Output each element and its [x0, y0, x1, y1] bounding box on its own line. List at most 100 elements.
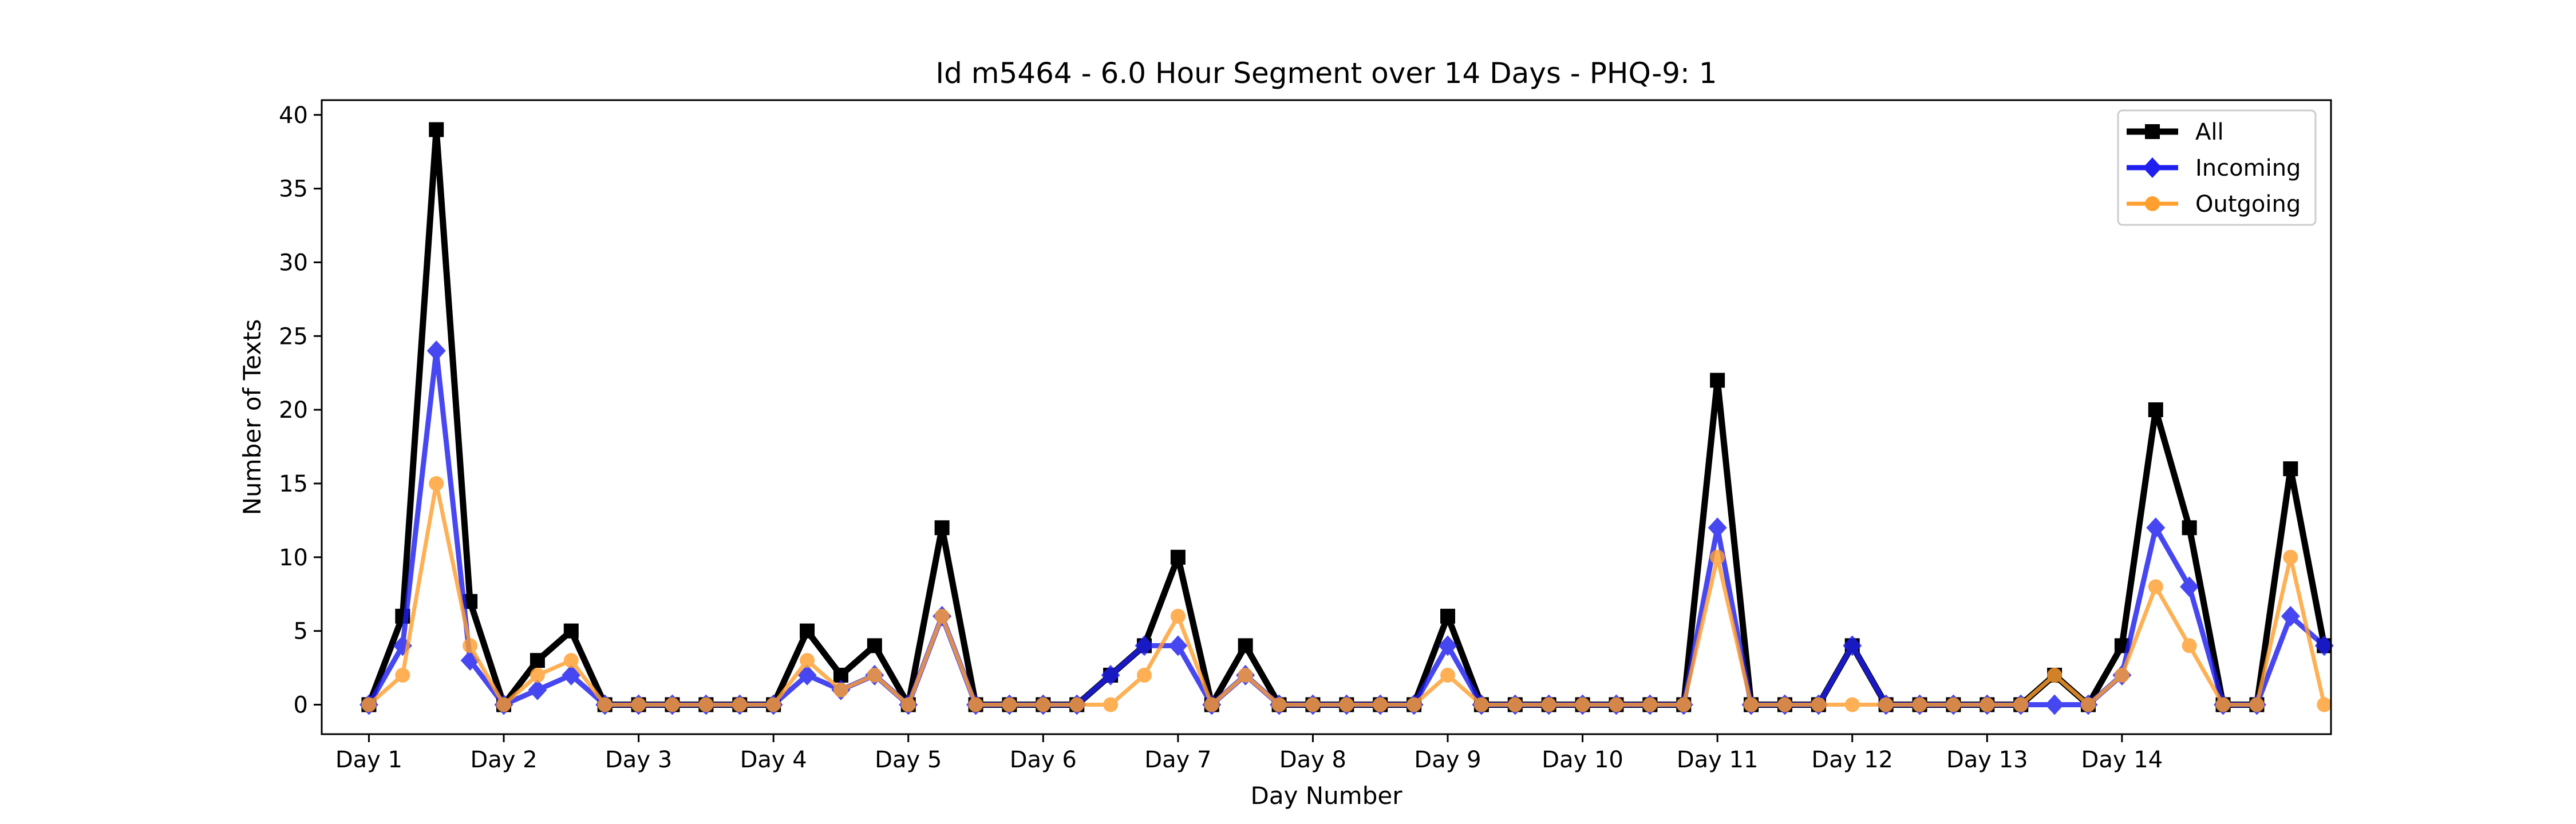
data-point-outgoing	[1710, 549, 1725, 565]
data-point-outgoing	[1339, 697, 1354, 712]
data-point-all	[1710, 373, 1725, 388]
y-tick-label: 5	[294, 619, 308, 645]
series-line-incoming	[366, 348, 2326, 707]
data-point-outgoing	[1271, 697, 1287, 712]
data-point-all	[934, 520, 950, 536]
legend-label: Incoming	[2195, 155, 2301, 181]
data-point-outgoing	[1305, 697, 1321, 712]
data-point-outgoing	[1069, 697, 1085, 712]
x-axis-label: Day Number	[1250, 782, 1402, 810]
series-line-outgoing	[368, 481, 2326, 707]
data-point-outgoing	[1980, 697, 1995, 712]
data-point-outgoing	[2148, 579, 2163, 595]
x-tick-label: Day 1	[335, 747, 402, 773]
data-point-outgoing	[1609, 697, 1624, 712]
data-point-all	[2148, 402, 2163, 418]
data-point-outgoing	[934, 608, 950, 624]
data-point-outgoing	[2047, 667, 2063, 683]
data-point-outgoing	[1473, 697, 1489, 712]
legend-item-all: All	[2127, 119, 2224, 145]
series-line-all	[366, 126, 2328, 708]
data-point-incoming	[797, 664, 817, 686]
x-tick-label: Day 3	[605, 747, 672, 773]
x-tick-label: Day 13	[1946, 747, 2028, 773]
data-point-outgoing	[968, 697, 983, 712]
series-outgoing	[361, 476, 2332, 712]
data-point-all	[2283, 461, 2298, 477]
data-point-all	[800, 623, 815, 639]
data-point-outgoing	[1676, 697, 1692, 712]
data-point-all	[1238, 638, 1253, 653]
data-point-outgoing	[463, 638, 478, 653]
data-point-outgoing	[2249, 697, 2265, 712]
data-point-outgoing	[698, 697, 714, 712]
x-tick-label: Day 11	[1677, 747, 1759, 773]
y-tick-label: 0	[294, 692, 308, 718]
data-point-outgoing	[1002, 697, 1017, 712]
data-point-outgoing	[2013, 697, 2029, 712]
legend-label: Outgoing	[2195, 191, 2301, 217]
y-tick-label: 35	[279, 176, 308, 203]
data-point-outgoing	[2317, 697, 2332, 712]
legend-marker	[2145, 196, 2160, 211]
legend: All Incoming Outgoing	[2117, 109, 2317, 226]
data-point-outgoing	[597, 697, 613, 712]
data-point-incoming	[2281, 605, 2300, 627]
data-point-outgoing	[766, 697, 781, 712]
data-point-outgoing	[496, 697, 512, 712]
data-point-outgoing	[1507, 697, 1523, 712]
data-point-outgoing	[1103, 697, 1119, 712]
data-point-outgoing	[631, 697, 646, 712]
data-point-outgoing	[1575, 697, 1590, 712]
x-tick-label: Day 6	[1010, 747, 1077, 773]
data-point-incoming	[2045, 694, 2064, 715]
data-point-outgoing	[1541, 697, 1556, 712]
legend-marker	[2143, 157, 2162, 178]
legend-marker	[2145, 124, 2160, 139]
data-point-outgoing	[2080, 697, 2096, 712]
y-tick-label: 20	[279, 397, 308, 423]
series-all	[361, 122, 2332, 712]
data-point-outgoing	[361, 697, 377, 712]
data-point-outgoing	[1878, 697, 1894, 712]
plot-frame	[321, 99, 2332, 735]
data-point-all	[1170, 549, 1186, 565]
data-point-outgoing	[1170, 608, 1186, 624]
data-point-outgoing	[1204, 697, 1219, 712]
x-tick-label: Day 7	[1144, 747, 1211, 773]
data-point-outgoing	[833, 682, 848, 698]
data-point-outgoing	[1777, 697, 1792, 712]
x-tick-label: Day 5	[875, 747, 942, 773]
data-point-incoming	[1438, 635, 1457, 656]
data-point-incoming	[1843, 635, 1862, 656]
data-point-outgoing	[530, 667, 545, 683]
legend-item-incoming: Incoming	[2127, 155, 2301, 181]
data-point-incoming	[1101, 664, 1120, 686]
data-point-outgoing	[1744, 697, 1759, 712]
data-point-incoming	[1135, 635, 1154, 656]
legend-label: All	[2195, 119, 2224, 145]
data-point-outgoing	[665, 697, 680, 712]
data-point-outgoing	[429, 476, 444, 491]
x-tick-label: Day 2	[470, 747, 537, 773]
data-point-outgoing	[2114, 667, 2129, 683]
data-point-outgoing	[2215, 697, 2231, 712]
data-point-incoming	[2314, 635, 2334, 656]
data-point-outgoing	[800, 653, 815, 668]
y-tick-label: 10	[279, 545, 308, 571]
x-tick-label: Day 8	[1279, 747, 1346, 773]
data-point-incoming	[562, 664, 581, 686]
data-point-outgoing	[1946, 697, 1961, 712]
chart-title: Id m5464 - 6.0 Hour Segment over 14 Days…	[935, 57, 1717, 90]
data-point-outgoing	[1136, 667, 1152, 683]
data-point-all	[1440, 608, 1456, 624]
data-point-all	[2182, 520, 2197, 536]
data-point-outgoing	[732, 697, 748, 712]
data-point-outgoing	[1440, 667, 1456, 683]
y-tick-label: 30	[279, 249, 308, 276]
data-point-outgoing	[1406, 697, 1422, 712]
data-point-incoming	[2180, 576, 2199, 597]
data-point-all	[530, 653, 545, 668]
data-point-outgoing	[900, 697, 916, 712]
